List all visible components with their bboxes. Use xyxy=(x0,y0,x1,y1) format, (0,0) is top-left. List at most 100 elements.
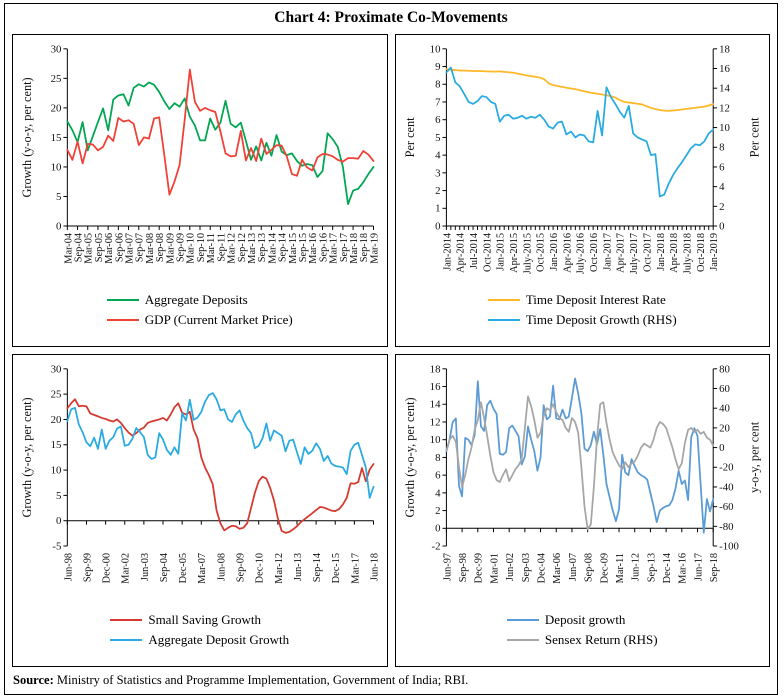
series-line xyxy=(66,81,375,206)
svg-text:Oct-2017: Oct-2017 xyxy=(642,233,653,272)
svg-text:Sep-14: Sep-14 xyxy=(312,553,323,582)
svg-text:3: 3 xyxy=(435,167,440,179)
x-tick-labels: Jun-97 Sep-98 Dec-99 Mar-01 Jun-02 Sep-03 Dec-… xyxy=(442,553,720,584)
svg-text:16: 16 xyxy=(719,63,730,75)
axes xyxy=(441,48,717,230)
svg-text:Jun-02: Jun-02 xyxy=(505,553,516,581)
legend-item: Deposit growth xyxy=(506,612,626,628)
svg-text:July-2016: July-2016 xyxy=(575,233,586,274)
legend-item: GDP (Current Market Price) xyxy=(106,312,293,328)
legend-label: GDP (Current Market Price) xyxy=(144,312,293,327)
svg-text:Oct-2014: Oct-2014 xyxy=(482,233,493,272)
svg-text:12: 12 xyxy=(429,416,440,428)
svg-text:-40: -40 xyxy=(719,481,733,493)
svg-text:Oct-2015: Oct-2015 xyxy=(535,233,546,272)
legend-label: Aggregate Deposit Growth xyxy=(148,632,290,647)
svg-text:6: 6 xyxy=(435,114,441,126)
svg-text:-2: -2 xyxy=(431,540,440,552)
chart-deposit-sensex: -2024681012141618-100-80-60-40-200204060… xyxy=(402,363,761,584)
svg-text:Sep-13: Sep-13 xyxy=(646,553,657,582)
svg-text:0: 0 xyxy=(719,220,724,232)
svg-text:Mar-17: Mar-17 xyxy=(350,553,361,584)
svg-text:Mar-18: Mar-18 xyxy=(349,233,360,264)
svg-text:16: 16 xyxy=(429,381,440,393)
svg-text:10: 10 xyxy=(51,465,62,477)
svg-text:20: 20 xyxy=(51,414,62,426)
svg-text:80: 80 xyxy=(719,363,730,375)
legend-items: Deposit growth Sensex Return (RHS) xyxy=(506,612,658,648)
svg-text:Sep-11: Sep-11 xyxy=(216,233,227,262)
series-line xyxy=(445,377,714,534)
legend-swatch xyxy=(506,638,539,642)
y-axis-title-left: Growth (y-o-y, per cent) xyxy=(20,77,34,197)
svg-text:40: 40 xyxy=(719,403,730,415)
svg-text:Jan-2015: Jan-2015 xyxy=(495,233,506,271)
svg-text:30: 30 xyxy=(51,363,62,375)
svg-text:-20: -20 xyxy=(719,462,733,474)
series-line xyxy=(445,68,714,112)
svg-text:Mar-12: Mar-12 xyxy=(227,233,238,264)
legend-swatch xyxy=(487,298,520,302)
svg-text:Jun-98: Jun-98 xyxy=(63,553,74,581)
svg-text:Dec-14: Dec-14 xyxy=(662,553,673,583)
svg-text:Sep-03: Sep-03 xyxy=(520,553,531,582)
svg-text:10: 10 xyxy=(429,43,440,55)
legend-deposit-sensex: Deposit growth Sensex Return (RHS) xyxy=(396,612,770,648)
legend-item: Small Saving Growth xyxy=(110,612,261,628)
panel-deposit-sensex: -2 0 2 4 6 8 10 12 14 16 18 -100 -80 -60 -40 -20 0 20 40 60… xyxy=(394,354,770,667)
svg-text:Mar-08: Mar-08 xyxy=(145,233,156,264)
svg-text:Jun-08: Jun-08 xyxy=(216,553,227,581)
y-axis-title-right: y-o-y, per cent xyxy=(747,421,761,493)
x-tick-labels: Jan-2014 Apr-2014 Jul-2014 Oct-2014 Jan-2015… xyxy=(442,233,720,274)
svg-text:2: 2 xyxy=(435,185,440,197)
legend-swatch xyxy=(506,618,539,622)
svg-text:18: 18 xyxy=(429,363,440,375)
series-line xyxy=(445,66,714,198)
svg-text:5: 5 xyxy=(56,191,61,203)
axes xyxy=(441,368,717,547)
legend-small-saving: Small Saving Growth Aggregate Deposit Gro… xyxy=(13,612,387,648)
panel-small-saving: -5 0 5 10 15 20 25 30 Jun-98 Sep-99 Dec-00 Mar-02 Ju… xyxy=(12,354,388,667)
svg-text:0: 0 xyxy=(56,220,61,232)
x-tick-labels: Mar-04 Sep-04 Mar-05 Sep-05 Mar-06 Sep-06 Mar-… xyxy=(63,233,380,264)
svg-text:4: 4 xyxy=(719,181,725,193)
svg-text:20: 20 xyxy=(51,102,62,114)
svg-text:Apr-2015: Apr-2015 xyxy=(509,233,520,273)
svg-text:Mar-01: Mar-01 xyxy=(489,553,500,584)
legend-label: Time Deposit Interest Rate xyxy=(525,292,666,307)
svg-text:Oct-2018: Oct-2018 xyxy=(695,233,706,272)
svg-text:Mar-13: Mar-13 xyxy=(247,233,258,264)
svg-text:Dec-09: Dec-09 xyxy=(599,553,610,583)
svg-text:4: 4 xyxy=(435,487,441,499)
source-note: Source: Ministry of Statistics and Progr… xyxy=(5,670,777,688)
panel-time-deposit: 0 1 2 3 4 5 6 7 8 9 10 0 2 4 6 8 10 12 14 16 18 Jan-2014 Apr-2… xyxy=(394,34,770,347)
svg-text:Jan-2016: Jan-2016 xyxy=(549,233,560,271)
svg-text:Jun-03: Jun-03 xyxy=(140,553,151,581)
figure-frame: Chart 4: Proximate Co-Movements 0 5 10 15 20… xyxy=(4,3,778,695)
svg-text:Mar-09: Mar-09 xyxy=(165,233,176,264)
y-axis-title-left: Growth (y-o-y, per cent) xyxy=(402,397,416,517)
svg-text:Jan-2018: Jan-2018 xyxy=(655,233,666,271)
svg-text:Sep-12: Sep-12 xyxy=(237,233,248,262)
svg-text:Apr-2018: Apr-2018 xyxy=(669,233,680,273)
legend-item: Aggregate Deposits xyxy=(106,292,248,308)
svg-text:0: 0 xyxy=(435,523,440,535)
svg-text:Sep-04: Sep-04 xyxy=(159,553,170,582)
legend-item: Time Deposit Interest Rate xyxy=(487,292,666,308)
legend-label: Deposit growth xyxy=(544,612,626,627)
svg-text:Sep-99: Sep-99 xyxy=(82,553,93,582)
legend-swatch xyxy=(487,318,520,322)
svg-text:Mar-04: Mar-04 xyxy=(63,233,74,264)
svg-text:Sep-06: Sep-06 xyxy=(114,233,125,262)
svg-text:Mar-07: Mar-07 xyxy=(197,553,208,584)
svg-text:Dec-15: Dec-15 xyxy=(331,553,342,583)
svg-text:July-2015: July-2015 xyxy=(522,233,533,274)
svg-text:10: 10 xyxy=(719,122,730,134)
legend-item: Sensex Return (RHS) xyxy=(506,632,658,648)
legend-swatch xyxy=(110,638,143,642)
svg-text:Dec-04: Dec-04 xyxy=(536,553,547,583)
svg-text:Dec-10: Dec-10 xyxy=(255,553,266,583)
panel-deposits-gdp: 0 5 10 15 20 25 30 Mar-04 Sep-04 Mar-05 Sep-05 Mar-… xyxy=(12,34,388,347)
svg-text:July-2018: July-2018 xyxy=(682,233,693,274)
svg-text:Jun-07: Jun-07 xyxy=(567,553,578,581)
